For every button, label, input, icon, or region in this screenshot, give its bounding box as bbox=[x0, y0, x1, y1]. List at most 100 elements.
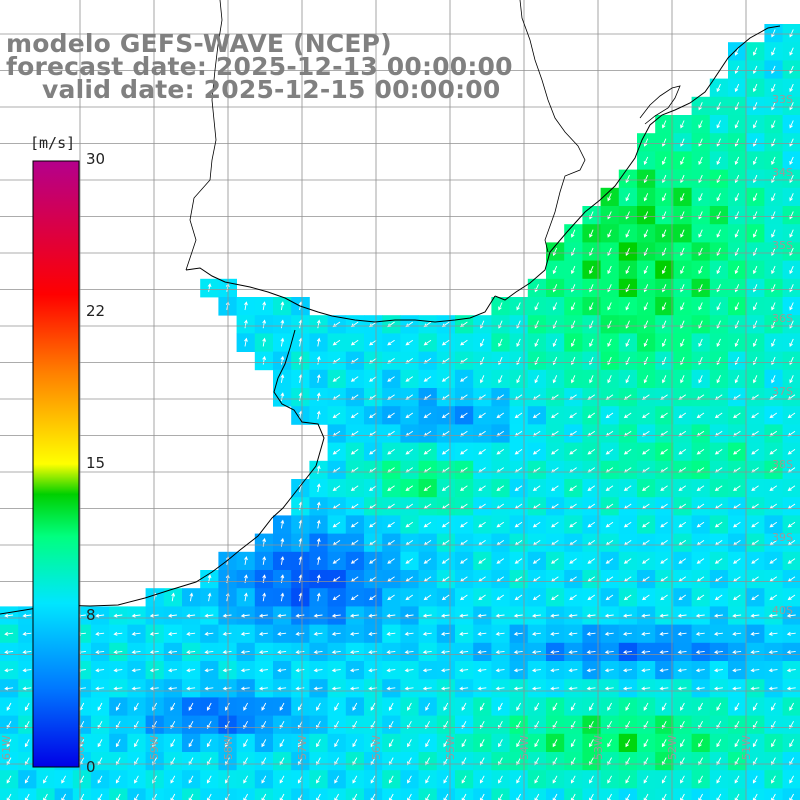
wind-arrow bbox=[369, 339, 377, 346]
wind-arrow bbox=[678, 485, 687, 491]
wind-arrow bbox=[680, 229, 685, 238]
wind-arrow bbox=[698, 229, 703, 238]
wind-arrow bbox=[313, 613, 323, 618]
wind-arrow bbox=[680, 338, 685, 347]
wind-arrow bbox=[643, 156, 649, 165]
wind-arrow bbox=[440, 631, 450, 636]
wind-speed-cell bbox=[709, 788, 729, 800]
wind-arrow bbox=[661, 120, 667, 129]
wind-arrow bbox=[388, 739, 394, 748]
wind-arrow bbox=[204, 686, 214, 691]
wind-arrow bbox=[280, 592, 285, 602]
wind-arrow bbox=[349, 631, 359, 636]
wind-arrow bbox=[604, 668, 614, 673]
wind-arrow bbox=[589, 375, 594, 384]
wind-arrow bbox=[786, 613, 796, 618]
wind-arrow bbox=[643, 338, 649, 347]
wind-arrow bbox=[460, 412, 468, 419]
wind-arrow bbox=[113, 650, 123, 655]
wind-arrow bbox=[716, 720, 722, 730]
wind-arrow bbox=[531, 613, 541, 618]
wind-arrow bbox=[370, 757, 376, 766]
wind-arrow bbox=[589, 720, 594, 730]
wind-speed-cell bbox=[546, 788, 565, 800]
wind-arrow bbox=[334, 757, 339, 766]
wind-arrow bbox=[171, 592, 176, 602]
wind-arrow bbox=[297, 720, 303, 730]
wind-arrow bbox=[714, 521, 723, 528]
wind-arrow bbox=[516, 739, 521, 748]
wind-arrow bbox=[170, 757, 176, 766]
wind-arrow bbox=[349, 686, 359, 691]
wind-arrow bbox=[316, 556, 321, 565]
wind-arrow bbox=[349, 650, 359, 655]
wind-arrow bbox=[405, 558, 414, 564]
wind-arrow bbox=[750, 686, 760, 691]
wind-arrow bbox=[188, 757, 194, 766]
wind-speed-cell bbox=[728, 788, 747, 800]
wind-arrow bbox=[316, 392, 321, 402]
wind-arrow bbox=[460, 594, 468, 601]
wind-arrow bbox=[349, 613, 359, 618]
wind-arrow bbox=[316, 465, 321, 474]
wind-arrow bbox=[496, 412, 505, 419]
wind-arrow bbox=[752, 229, 758, 238]
wind-arrow bbox=[440, 686, 450, 691]
wind-arrow bbox=[244, 592, 248, 602]
wind-arrow bbox=[243, 720, 248, 730]
wind-arrow bbox=[716, 739, 722, 748]
wind-arrow bbox=[716, 120, 721, 129]
wind-arrow bbox=[516, 720, 521, 730]
wind-arrow bbox=[477, 686, 487, 691]
wind-arrow bbox=[441, 558, 450, 564]
wind-speed-cell bbox=[764, 788, 783, 800]
wind-arrow bbox=[43, 775, 48, 784]
wind-arrow bbox=[570, 375, 576, 384]
wind-arrow bbox=[134, 720, 139, 730]
wind-arrow bbox=[352, 757, 358, 766]
wind-arrow bbox=[568, 686, 578, 691]
wind-arrow bbox=[370, 720, 376, 730]
wind-arrow bbox=[787, 521, 796, 528]
wind-arrow bbox=[769, 558, 778, 564]
wind-arrow bbox=[752, 739, 758, 748]
wind-arrow bbox=[405, 449, 414, 455]
wind-arrow bbox=[751, 449, 759, 455]
wind-arrow bbox=[316, 319, 321, 329]
wind-arrow bbox=[587, 485, 596, 491]
wind-arrow bbox=[225, 739, 230, 748]
wind-arrow bbox=[787, 558, 796, 564]
wind-arrow bbox=[332, 558, 341, 564]
wind-arrow bbox=[771, 338, 776, 347]
wind-arrow bbox=[531, 650, 541, 655]
wind-arrow bbox=[622, 650, 632, 655]
wind-arrow bbox=[240, 631, 250, 636]
wind-arrow bbox=[643, 757, 649, 766]
wind-arrow bbox=[332, 521, 341, 528]
wind-arrow bbox=[277, 631, 287, 636]
wind-arrow bbox=[134, 702, 139, 711]
wind-arrow bbox=[771, 757, 776, 766]
wind-arrow bbox=[589, 757, 594, 766]
wind-arrow bbox=[498, 338, 503, 347]
wind-arrow bbox=[680, 302, 685, 311]
wind-arrow bbox=[514, 449, 523, 455]
wind-arrow bbox=[607, 702, 612, 711]
wind-arrow bbox=[460, 521, 468, 528]
wind-arrow bbox=[316, 519, 321, 529]
wind-arrow bbox=[789, 739, 794, 748]
wind-speed-cell bbox=[91, 788, 110, 800]
wind-arrow bbox=[207, 283, 212, 292]
wind-arrow bbox=[661, 229, 667, 238]
wind-arrow bbox=[532, 521, 541, 528]
wind-speed-cell bbox=[163, 788, 183, 800]
wind-arrow bbox=[387, 521, 395, 528]
wind-arrow bbox=[261, 739, 267, 748]
wind-arrow bbox=[352, 702, 358, 711]
wind-arrow bbox=[551, 485, 559, 491]
wind-arrow bbox=[131, 631, 141, 636]
wind-arrow bbox=[443, 757, 449, 766]
wind-speed-cell bbox=[782, 788, 800, 800]
wind-speed-cell bbox=[673, 788, 692, 800]
wind-arrow bbox=[734, 302, 740, 311]
